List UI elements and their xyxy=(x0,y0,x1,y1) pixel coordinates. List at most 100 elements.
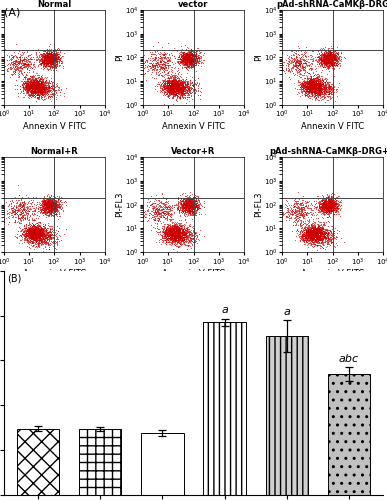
Point xyxy=(329,54,335,62)
Point xyxy=(304,234,310,242)
Point xyxy=(186,200,192,208)
Point xyxy=(311,78,317,86)
Point xyxy=(149,62,156,70)
Point xyxy=(41,88,48,96)
Point xyxy=(35,226,41,234)
Point xyxy=(26,224,32,232)
Point xyxy=(46,198,52,205)
Point xyxy=(182,58,188,66)
Point xyxy=(43,52,49,60)
Point xyxy=(35,228,41,236)
Point xyxy=(152,55,158,63)
Point xyxy=(48,56,54,64)
Point xyxy=(45,54,51,62)
Point xyxy=(28,81,34,89)
Point xyxy=(12,210,19,218)
Point xyxy=(168,87,175,95)
Point xyxy=(24,75,31,83)
Point xyxy=(178,236,185,244)
Point xyxy=(191,198,197,205)
Point xyxy=(320,229,327,237)
Point xyxy=(168,223,174,231)
Point xyxy=(32,226,38,234)
Point xyxy=(298,226,304,234)
Point xyxy=(33,230,39,237)
Point xyxy=(186,200,192,208)
Point xyxy=(293,52,300,60)
Point xyxy=(154,62,160,70)
Point xyxy=(35,230,41,238)
Point xyxy=(15,207,22,215)
Point xyxy=(4,66,10,74)
Point xyxy=(31,232,37,239)
Point xyxy=(324,54,330,62)
Point xyxy=(328,58,334,66)
Point xyxy=(169,80,175,88)
Point xyxy=(52,57,58,65)
Point xyxy=(26,197,32,205)
Point xyxy=(45,82,51,90)
Point xyxy=(180,49,186,57)
Point xyxy=(48,49,55,57)
Point xyxy=(317,200,323,208)
Point xyxy=(298,203,305,211)
Point xyxy=(190,234,196,241)
Point xyxy=(176,231,182,239)
Point xyxy=(32,78,38,86)
Point xyxy=(330,58,336,66)
Point xyxy=(182,60,188,68)
Point xyxy=(51,60,57,68)
Point xyxy=(310,78,317,86)
Point xyxy=(42,54,48,62)
Point xyxy=(329,62,335,70)
Point xyxy=(307,204,313,212)
Point xyxy=(168,48,175,56)
Point xyxy=(320,230,326,238)
Point xyxy=(306,236,312,244)
Point xyxy=(309,228,315,236)
Point xyxy=(183,54,190,62)
Point xyxy=(197,50,203,58)
Point xyxy=(48,204,55,212)
Point xyxy=(29,79,35,87)
Point xyxy=(328,202,334,209)
Point xyxy=(326,208,332,216)
Point xyxy=(39,240,45,248)
Point xyxy=(174,236,180,244)
Point xyxy=(324,56,330,64)
Point xyxy=(41,53,48,61)
Point xyxy=(29,232,36,240)
Point xyxy=(320,45,327,53)
Point xyxy=(315,226,321,234)
Point xyxy=(176,228,182,236)
Point xyxy=(40,52,46,60)
Point xyxy=(313,74,320,82)
Point xyxy=(187,59,194,67)
Point xyxy=(329,200,335,207)
Point xyxy=(49,92,55,100)
Point xyxy=(51,198,57,206)
Point xyxy=(43,200,49,208)
Point xyxy=(32,86,38,94)
Point xyxy=(55,52,61,60)
Point xyxy=(310,234,316,242)
Point xyxy=(196,198,202,205)
Point xyxy=(302,232,308,239)
Point xyxy=(183,226,189,234)
Point xyxy=(174,232,180,240)
Point xyxy=(316,88,322,96)
Point xyxy=(317,86,323,94)
Point xyxy=(321,56,327,64)
Point xyxy=(44,64,50,72)
Point xyxy=(56,237,62,245)
Point xyxy=(26,68,33,76)
Point xyxy=(182,88,188,96)
Point xyxy=(52,56,58,64)
Point xyxy=(33,82,39,90)
Point xyxy=(332,193,339,201)
Point xyxy=(320,86,326,94)
Point xyxy=(327,54,333,62)
Point xyxy=(308,235,315,243)
Point xyxy=(165,229,171,237)
Point xyxy=(34,94,40,102)
